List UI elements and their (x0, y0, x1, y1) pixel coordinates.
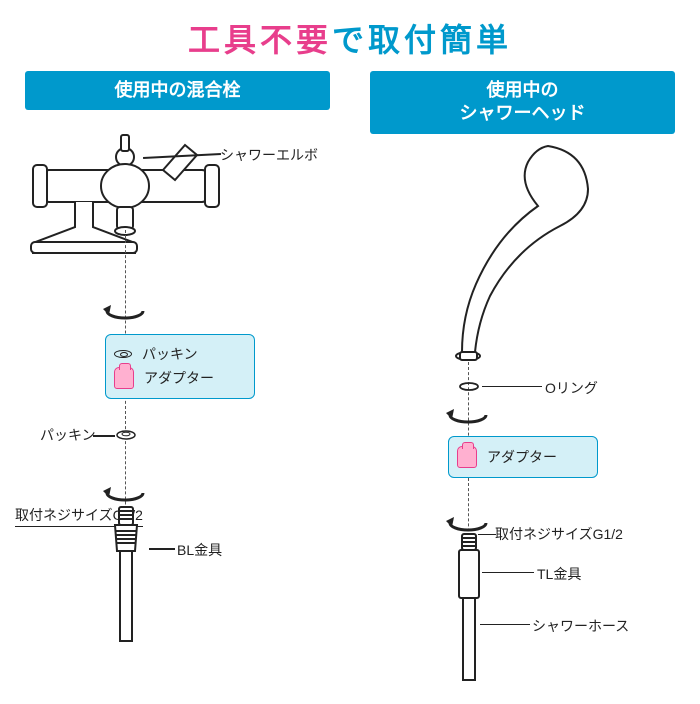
packing2-leader (93, 435, 115, 437)
rotate-arrow2-icon (101, 482, 149, 504)
packing2-icon (116, 430, 136, 440)
right-column: 使用中の シャワーヘッド Oリング (370, 71, 675, 704)
title-pink: 工具不要 (188, 22, 332, 58)
packing-label: パッキン (142, 344, 198, 364)
title-blue2: 取付簡単 (368, 22, 512, 58)
bl-fitting-icon (111, 505, 141, 645)
adapter-label: アダプター (144, 368, 214, 388)
mixing-valve-icon (25, 115, 275, 290)
left-callout: パッキン アダプター (105, 334, 255, 399)
adapter-label-r: アダプター (487, 447, 557, 467)
left-diagram: シャワーエルボ パッキン アダプター (25, 110, 330, 680)
adapter-icon (114, 367, 134, 389)
rotate-arrow-r1-icon (444, 404, 492, 426)
right-header: 使用中の シャワーヘッド (370, 71, 675, 134)
tl-leader (482, 572, 534, 574)
screw-size-right: 取付ネジサイズG1/2 (495, 524, 623, 544)
rotate-arrow-icon (101, 300, 149, 322)
packing2-label: パッキン (40, 425, 96, 445)
bl-label: BL金具 (177, 540, 222, 560)
oring-label: Oリング (545, 378, 598, 398)
left-column: 使用中の混合栓 (25, 71, 330, 704)
oring-leader (482, 386, 542, 388)
hose-label: シャワーホース (532, 616, 629, 636)
right-callout: アダプター (448, 436, 598, 478)
tl-label: TL金具 (537, 564, 581, 584)
rotate-arrow-r2-icon (444, 512, 492, 534)
main-title: 工具不要で取付簡単 (0, 0, 700, 71)
title-blue1: で (332, 22, 368, 58)
hose-leader (480, 624, 530, 626)
elbow-label: シャワーエルボ (220, 145, 318, 165)
right-diagram: Oリング アダプター 取付ネジサイズG1/2 (370, 134, 675, 704)
bl-leader (149, 548, 175, 550)
oring-icon (459, 382, 479, 391)
tl-fitting-icon (454, 532, 484, 682)
left-header: 使用中の混合栓 (25, 71, 330, 110)
adapter-icon-r (457, 446, 477, 468)
shower-head-icon (420, 134, 600, 364)
packing-icon (114, 350, 132, 358)
